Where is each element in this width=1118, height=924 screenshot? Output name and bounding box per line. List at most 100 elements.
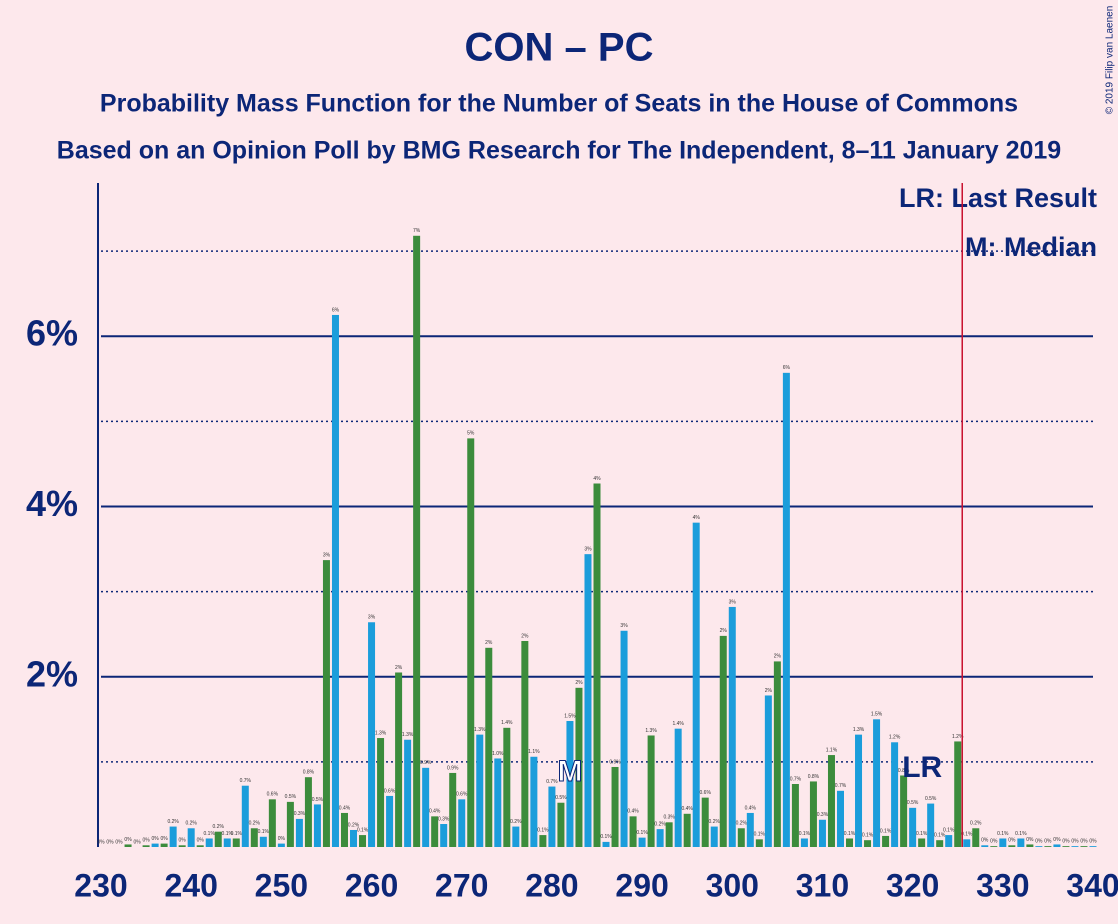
value-label: 0.2% (249, 821, 261, 827)
value-label: 0% (106, 839, 114, 845)
y-tick-label: 2% (26, 653, 78, 694)
value-label: 0.8% (808, 774, 820, 780)
bar (250, 828, 258, 847)
value-label: 0.7% (546, 779, 558, 785)
bar (485, 647, 493, 847)
value-label: 0.3% (438, 816, 450, 822)
bar (864, 840, 872, 847)
bar (169, 826, 177, 847)
value-label: 2% (575, 680, 583, 686)
bar (530, 756, 538, 847)
x-tick-label: 290 (615, 867, 668, 903)
value-label: 2% (521, 633, 529, 639)
value-label: 1.1% (528, 749, 540, 755)
legend-entry: M: Median (965, 232, 1097, 262)
bar (882, 835, 890, 847)
value-label: 3% (729, 599, 737, 605)
value-label: 5% (467, 431, 475, 437)
value-label: 0.5% (312, 797, 324, 803)
bar (936, 840, 944, 847)
median-label: M (557, 755, 582, 788)
bar (782, 372, 790, 847)
bar (611, 766, 619, 847)
value-label: 3% (620, 623, 628, 629)
value-label: 1.3% (853, 727, 865, 733)
bar (232, 838, 240, 847)
bar (331, 314, 339, 847)
value-label: 0.6% (384, 788, 396, 794)
value-label: 1.3% (375, 730, 387, 736)
value-label: 1.5% (871, 712, 883, 718)
value-label: 1.3% (645, 728, 657, 734)
bar (467, 438, 475, 847)
value-label: 0.1% (862, 833, 874, 839)
value-label: 1.1% (826, 747, 838, 753)
bar (999, 838, 1007, 847)
value-label: 0% (179, 838, 187, 844)
bar (963, 839, 971, 847)
chart-title: CON – PC (465, 26, 654, 70)
x-tick-label: 260 (345, 867, 398, 903)
bar (313, 804, 321, 847)
value-label: 0% (990, 838, 998, 844)
bar (1089, 846, 1097, 847)
bar (593, 483, 601, 847)
bar (1044, 846, 1052, 847)
value-label: 0.1% (231, 831, 243, 837)
value-label: 0.1% (754, 832, 766, 838)
value-label: 1.4% (672, 721, 684, 727)
bar (764, 695, 772, 847)
bar (1008, 845, 1016, 847)
bar (458, 799, 466, 847)
value-label: 0.2% (709, 819, 721, 825)
value-label: 0.2% (654, 821, 666, 827)
value-label: 0.4% (627, 809, 639, 815)
value-label: 0.2% (167, 819, 179, 825)
value-label: 1.4% (501, 720, 513, 726)
bar (404, 739, 412, 847)
value-label: 0.2% (213, 824, 225, 830)
value-label: 0.5% (925, 796, 937, 802)
value-label: 0.9% (447, 765, 459, 771)
bar (160, 843, 168, 847)
bar (791, 784, 799, 847)
bar (674, 728, 682, 847)
value-label: 6% (332, 307, 340, 313)
value-label: 0% (115, 839, 123, 845)
value-label: 0.3% (817, 812, 829, 818)
bar (395, 672, 403, 847)
bar (891, 742, 899, 847)
value-label: 0% (1053, 837, 1061, 843)
value-label: 0.1% (636, 830, 648, 836)
value-label: 4% (693, 515, 701, 521)
value-label: 0% (1062, 838, 1070, 844)
value-label: 0.2% (736, 821, 748, 827)
value-label: 0.9% (609, 759, 621, 765)
value-label: 6% (783, 365, 791, 371)
bar (277, 843, 285, 847)
bar (1062, 846, 1070, 847)
value-label: 0.2% (510, 819, 522, 825)
bar (521, 640, 529, 847)
bar (909, 807, 917, 847)
bar (350, 829, 358, 847)
value-label: 0.2% (970, 821, 982, 827)
value-label: 0.1% (258, 829, 270, 835)
bar (990, 846, 998, 847)
value-label: 0% (1035, 838, 1043, 844)
value-label: 0.1% (880, 828, 892, 834)
bar (386, 795, 394, 847)
bar (665, 822, 673, 847)
bar (178, 845, 186, 847)
y-tick-label: 4% (26, 483, 78, 524)
bar (548, 786, 556, 847)
value-label: 0% (1071, 838, 1079, 844)
bar (259, 836, 267, 847)
bar (557, 802, 565, 847)
value-label: 2% (720, 628, 728, 634)
bar (683, 813, 691, 847)
value-label: 0.6% (700, 790, 712, 796)
bar (503, 727, 511, 847)
value-label: 1.2% (952, 734, 964, 740)
